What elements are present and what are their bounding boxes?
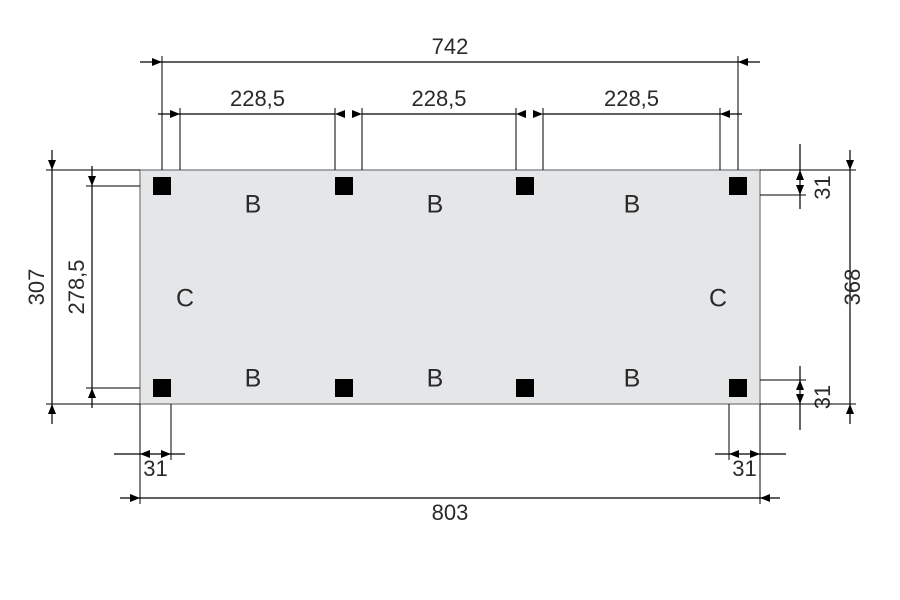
dim-offset-br: 31 — [760, 366, 835, 430]
bay-label-0: B — [245, 191, 262, 219]
post-2 — [516, 177, 534, 195]
post-1 — [335, 177, 353, 195]
svg-text:228,5: 228,5 — [230, 86, 285, 111]
bay-label-6: C — [176, 285, 194, 313]
bay-label-3: B — [245, 365, 262, 393]
svg-text:31: 31 — [143, 456, 167, 481]
svg-text:228,5: 228,5 — [604, 86, 659, 111]
post-3 — [729, 177, 747, 195]
svg-text:742: 742 — [432, 34, 469, 59]
dim-offset-bl-x: 31 — [114, 404, 185, 481]
bay-label-4: B — [427, 365, 444, 393]
svg-text:307: 307 — [24, 269, 49, 306]
dim-span3-top: 228,5 — [533, 86, 742, 170]
dim-height-left: 278,5 — [64, 166, 140, 408]
bay-label-1: B — [427, 191, 444, 219]
post-5 — [335, 379, 353, 397]
svg-text:31: 31 — [810, 385, 835, 409]
post-7 — [729, 379, 747, 397]
slab-outline — [140, 170, 760, 404]
dim-slab-w-bot: 803 — [120, 404, 780, 525]
bay-label-2: B — [624, 191, 641, 219]
svg-text:803: 803 — [432, 500, 469, 525]
dim-offset-tr: 31 — [760, 144, 835, 209]
post-6 — [516, 379, 534, 397]
bay-label-5: B — [624, 365, 641, 393]
dim-span2-top: 228,5 — [352, 86, 526, 170]
svg-text:228,5: 228,5 — [411, 86, 466, 111]
svg-text:278,5: 278,5 — [64, 259, 89, 314]
post-0 — [153, 177, 171, 195]
post-4 — [153, 379, 171, 397]
dim-offset-br-x: 31 — [715, 404, 786, 481]
svg-text:31: 31 — [732, 456, 756, 481]
svg-text:368: 368 — [840, 269, 865, 306]
technical-drawing: B B B B B B C C 742 228,5 228,5 228,5 278,5 307 31 31 36… — [0, 0, 900, 600]
bay-label-7: C — [709, 285, 727, 313]
dim-span1-top: 228,5 — [158, 86, 345, 170]
svg-text:31: 31 — [810, 175, 835, 199]
